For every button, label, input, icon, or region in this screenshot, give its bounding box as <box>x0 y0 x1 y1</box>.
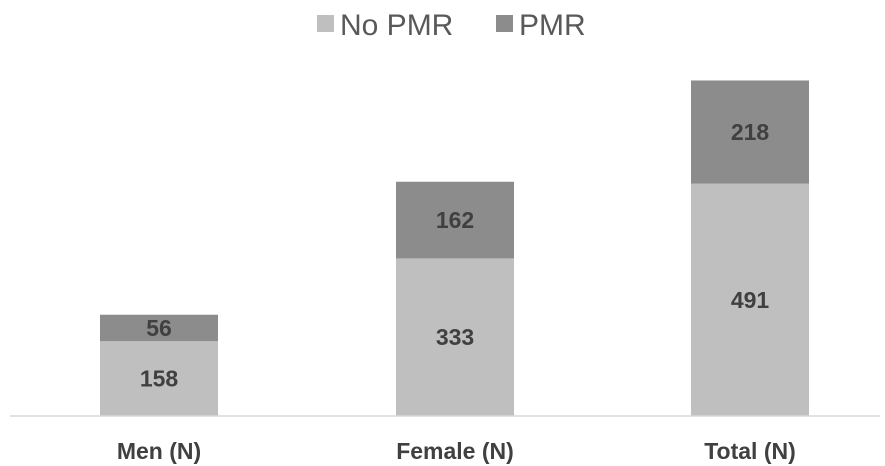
x-tick-label-men-n: Men (N) <box>117 438 201 464</box>
bars-group <box>100 80 809 416</box>
data-label-female-n-no-pmr: 333 <box>436 324 474 350</box>
bar-total-n-no-pmr <box>691 183 809 416</box>
bar-men-n-pmr <box>100 314 218 342</box>
data-label-men-n-pmr: 56 <box>146 315 172 341</box>
x-tick-label-total-n: Total (N) <box>704 438 796 464</box>
bar-total-n-pmr <box>691 80 809 184</box>
legend-label-no-pmr: No PMR <box>340 9 453 42</box>
data-label-total-n-pmr: 218 <box>731 119 770 145</box>
legend-swatch-pmr <box>496 15 513 32</box>
data-label-total-n-no-pmr: 491 <box>731 287 770 313</box>
bar-female-n-pmr <box>396 181 514 259</box>
data-label-men-n-no-pmr: 158 <box>140 366 179 392</box>
legend: No PMR PMR <box>317 9 586 42</box>
legend-swatch-no-pmr <box>317 15 334 32</box>
x-tick-label-female-n: Female (N) <box>396 438 514 464</box>
x-tick-labels-group: Men (N) Female (N) Total (N) <box>117 438 796 464</box>
data-labels-group: 158 56 333 162 491 218 <box>140 119 770 392</box>
legend-label-pmr: PMR <box>519 9 586 42</box>
bar-female-n-no-pmr <box>396 258 514 416</box>
data-label-female-n-pmr: 162 <box>436 207 474 233</box>
bar-men-n-no-pmr <box>100 341 218 416</box>
